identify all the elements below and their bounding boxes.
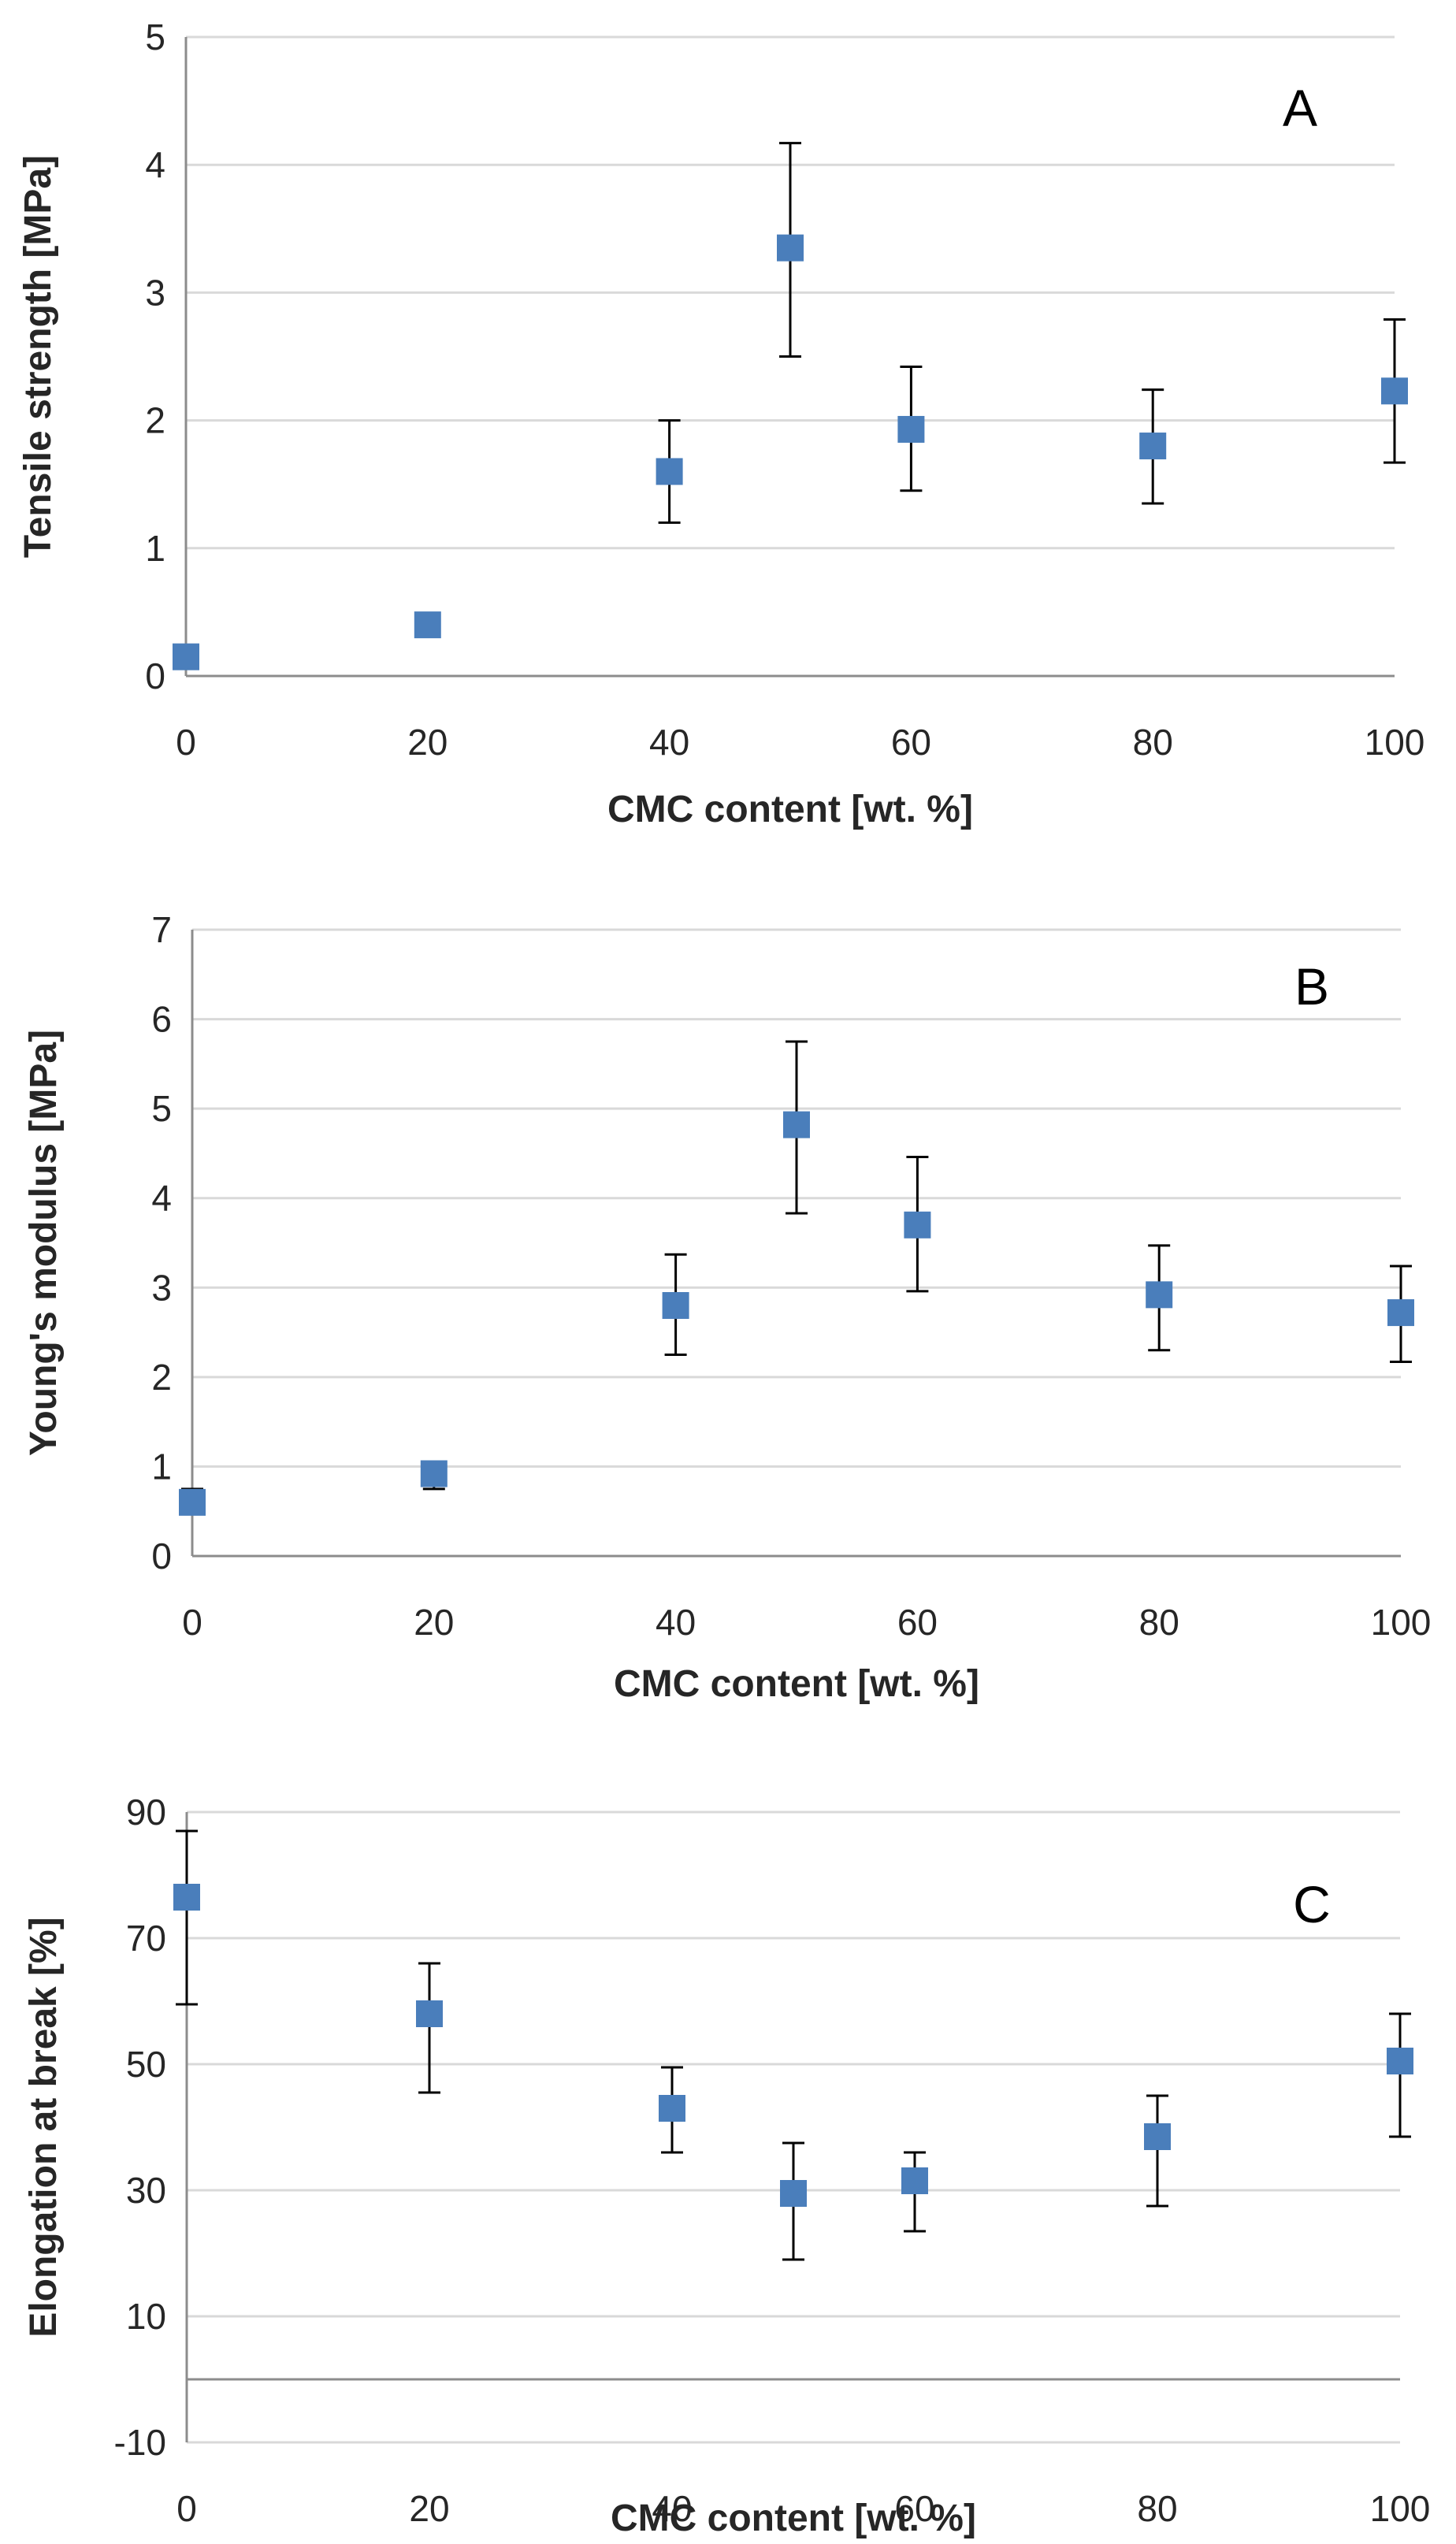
x-tick-label: 60 — [894, 2488, 934, 2529]
data-point — [901, 2167, 928, 2194]
data-point — [1387, 1299, 1414, 1327]
x-tick-label: 0 — [176, 722, 196, 763]
panel-label: A — [1283, 79, 1317, 137]
data-point — [659, 2095, 685, 2122]
data-point — [783, 1111, 810, 1138]
x-tick-label: 20 — [414, 1602, 454, 1643]
x-tick-label: 20 — [407, 722, 448, 763]
x-axis-title: CMC content [wt. %] — [607, 789, 973, 830]
data-point — [173, 643, 199, 670]
y-tick-label: 90 — [126, 1792, 166, 1833]
panel-label: B — [1294, 957, 1329, 1016]
data-point — [420, 1460, 448, 1487]
y-tick-label: 4 — [145, 144, 165, 185]
x-tick-label: 20 — [409, 2488, 449, 2529]
y-tick-label: 1 — [145, 528, 165, 569]
x-tick-label: 0 — [182, 1602, 202, 1643]
y-axis-title: Tensile strength [MPa] — [17, 155, 59, 558]
y-tick-label: 2 — [145, 400, 165, 441]
y-tick-label: 0 — [145, 655, 165, 696]
x-tick-label: 0 — [176, 2488, 197, 2529]
x-tick-label: 40 — [649, 722, 689, 763]
data-point — [1144, 2123, 1171, 2150]
data-point — [904, 1211, 931, 1239]
x-tick-label: 80 — [1133, 722, 1173, 763]
data-point — [1381, 377, 1408, 405]
data-point — [173, 1884, 200, 1911]
y-tick-label: 5 — [145, 17, 165, 58]
panel-label: C — [1293, 1875, 1331, 1933]
x-tick-label: 100 — [1371, 1602, 1432, 1643]
x-tick-label: 100 — [1370, 2488, 1431, 2529]
x-tick-label: 80 — [1137, 2488, 1177, 2529]
y-tick-label: 3 — [151, 1267, 172, 1308]
x-tick-label: 60 — [897, 1602, 938, 1643]
data-point — [780, 2180, 807, 2207]
x-tick-label: 40 — [652, 2488, 692, 2529]
data-point — [1139, 433, 1167, 460]
data-point — [777, 234, 804, 262]
y-tick-label: 0 — [151, 1536, 172, 1577]
x-tick-label: 100 — [1365, 722, 1425, 763]
y-tick-label: 3 — [145, 272, 165, 313]
y-tick-label: 6 — [151, 999, 172, 1040]
y-tick-label: -10 — [114, 2422, 166, 2463]
y-tick-label: 70 — [126, 1918, 166, 1959]
data-point — [1146, 1281, 1173, 1309]
x-tick-label: 40 — [656, 1602, 696, 1643]
y-tick-label: 4 — [151, 1178, 172, 1219]
y-tick-label: 7 — [151, 909, 172, 950]
data-point — [1387, 2048, 1413, 2074]
data-point — [416, 2000, 443, 2027]
x-axis-title: CMC content [wt. %] — [614, 1663, 979, 1705]
data-point — [662, 1292, 689, 1319]
x-axis-title: CMC content [wt. %] — [611, 2498, 976, 2539]
y-tick-label: 1 — [151, 1446, 172, 1487]
y-axis-title: Elongation at break [%] — [23, 1917, 65, 2337]
data-point — [897, 415, 925, 443]
y-tick-label: 30 — [126, 2170, 166, 2211]
x-tick-label: 60 — [891, 722, 931, 763]
y-axis-title: Young's modulus [MPa] — [23, 1030, 65, 1456]
y-tick-label: 2 — [151, 1357, 172, 1398]
y-tick-label: 10 — [126, 2296, 166, 2337]
x-tick-label: 80 — [1139, 1602, 1179, 1643]
data-point — [414, 611, 441, 639]
data-point — [656, 458, 683, 485]
data-point — [179, 1488, 206, 1516]
y-tick-label: 50 — [126, 2044, 166, 2085]
y-tick-label: 5 — [151, 1088, 172, 1129]
